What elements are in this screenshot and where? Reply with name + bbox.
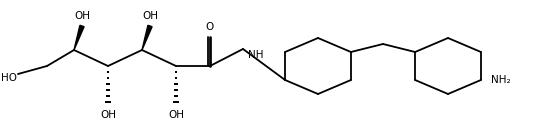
Text: HO: HO: [1, 73, 17, 83]
Text: OH: OH: [142, 11, 158, 21]
Text: O: O: [206, 22, 214, 32]
Text: OH: OH: [74, 11, 90, 21]
Polygon shape: [142, 25, 152, 50]
Text: OH: OH: [168, 110, 184, 120]
Polygon shape: [74, 25, 84, 50]
Text: NH₂: NH₂: [491, 75, 511, 85]
Text: OH: OH: [100, 110, 116, 120]
Text: NH: NH: [248, 50, 264, 60]
